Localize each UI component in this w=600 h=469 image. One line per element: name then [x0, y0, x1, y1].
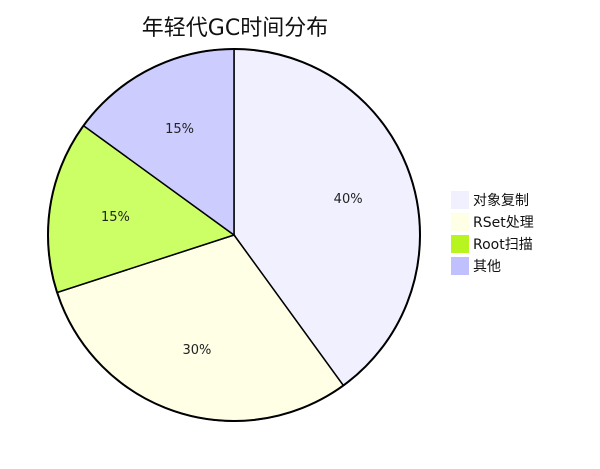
chart-title: 年轻代GC时间分布: [142, 16, 328, 41]
slice-labels: 40% 30% 15% 15%: [101, 122, 363, 358]
slice-label-2: 15%: [101, 210, 130, 225]
legend-label-0: 对象复制: [473, 192, 529, 209]
legend-label-1: RSet处理: [473, 215, 534, 231]
legend-swatch-0: [451, 191, 469, 209]
slice-label-3: 15%: [165, 122, 194, 137]
legend-swatch-1: [451, 213, 469, 231]
legend-swatch-2: [451, 235, 469, 253]
slice-label-0: 40%: [334, 192, 363, 207]
pie-outline: [47, 48, 421, 422]
legend-label-3: 其他: [473, 259, 501, 275]
legend-swatch-3: [451, 257, 469, 275]
slice-label-1: 30%: [182, 343, 211, 358]
legend-label-2: Root扫描: [473, 237, 533, 253]
pie-slices: [47, 48, 421, 422]
